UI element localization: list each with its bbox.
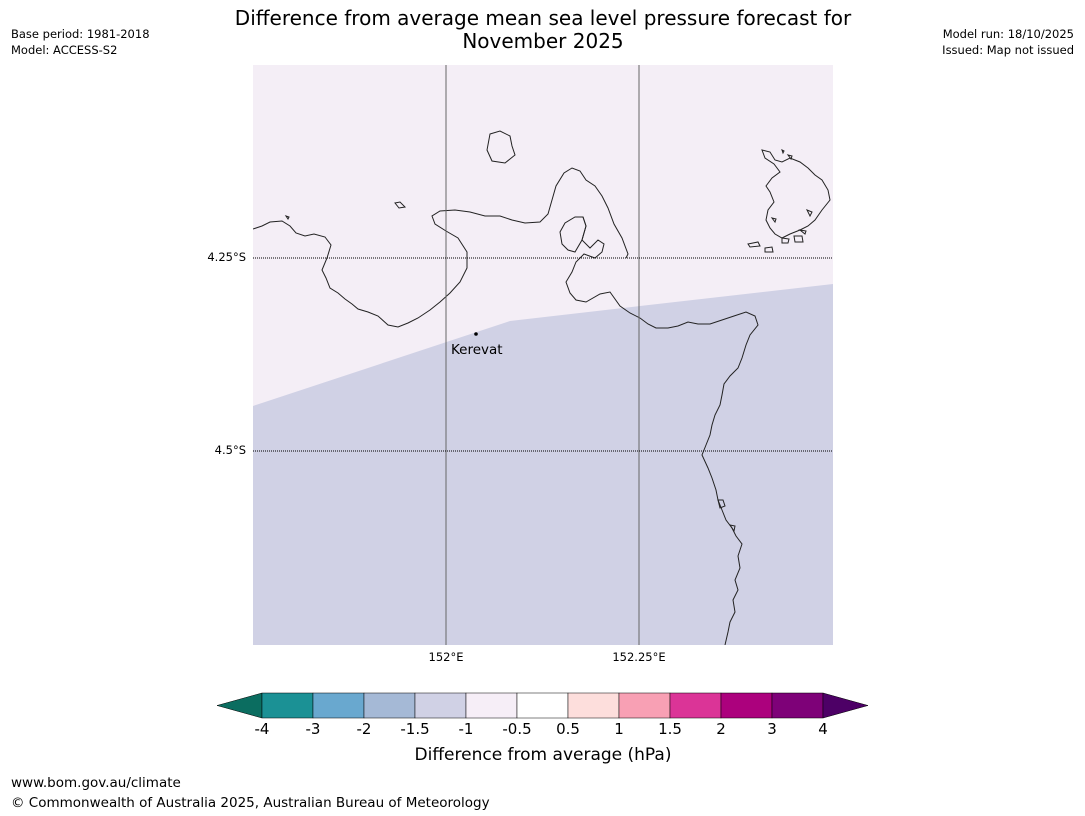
colorbar [216,692,869,719]
colorbar-tick-label: -0.5 [502,720,532,738]
footer-copyright: © Commonwealth of Australia 2025, Austra… [11,795,490,811]
map-area [253,65,833,645]
base-period: Base period: 1981-2018 [11,27,150,41]
colorbar-bin [363,692,416,719]
colorbar-under-arrow [216,692,263,719]
coastline [253,130,831,645]
colorbar-bin [465,692,518,719]
model-run: Model run: 18/10/2025 [942,27,1074,41]
lat-label-2: 4.5°S [214,443,246,457]
colorbar-title: Difference from average (hPa) [414,745,672,765]
chart-title-line1: Difference from average mean sea level p… [234,6,852,30]
colorbar-tick-label: -1 [458,720,474,738]
meta-right: Model run: 18/10/2025 Issued: Map not is… [942,26,1074,58]
issued-status: Issued: Map not issued [942,43,1074,57]
place-label-kerevat: Kerevat [451,342,503,358]
colorbar-bin [669,692,722,719]
meta-left: Base period: 1981-2018 Model: ACCESS-S2 [11,26,150,58]
colorbar-bin [567,692,620,719]
south-anomaly-region [253,284,833,645]
colorbar-tick-label: -2 [356,720,372,738]
colorbar-bin [312,692,365,719]
place-marker-dot [474,332,478,336]
colorbar-bin [618,692,671,719]
chart-title: Difference from average mean sea level p… [193,7,893,53]
lat-label-1: 4.25°S [207,250,246,264]
colorbar-bin [771,692,824,719]
lon-label-1: 152°E [428,650,464,664]
colorbar-bin [414,692,467,719]
colorbar-tick-label: -4 [254,720,270,738]
colorbar-tick-label: 1.5 [658,720,682,738]
colorbar-over-arrow [822,692,869,719]
colorbar-tick-label: 4 [818,720,828,738]
lon-label-2: 152.25°E [612,650,666,664]
colorbar-tick-label: -3 [305,720,321,738]
colorbar-tick-label: -1.5 [400,720,430,738]
colorbar-tick-label: 3 [767,720,777,738]
colorbar-tick-label: 0.5 [556,720,580,738]
chart-title-line2: November 2025 [462,29,624,53]
colorbar-bin [720,692,773,719]
colorbar-tick-label: 2 [716,720,726,738]
colorbar-tick-label: 1 [614,720,624,738]
model-name: Model: ACCESS-S2 [11,43,118,57]
colorbar-bin [516,692,569,719]
footer-url: www.bom.gov.au/climate [11,775,181,791]
colorbar-bin [261,692,314,719]
